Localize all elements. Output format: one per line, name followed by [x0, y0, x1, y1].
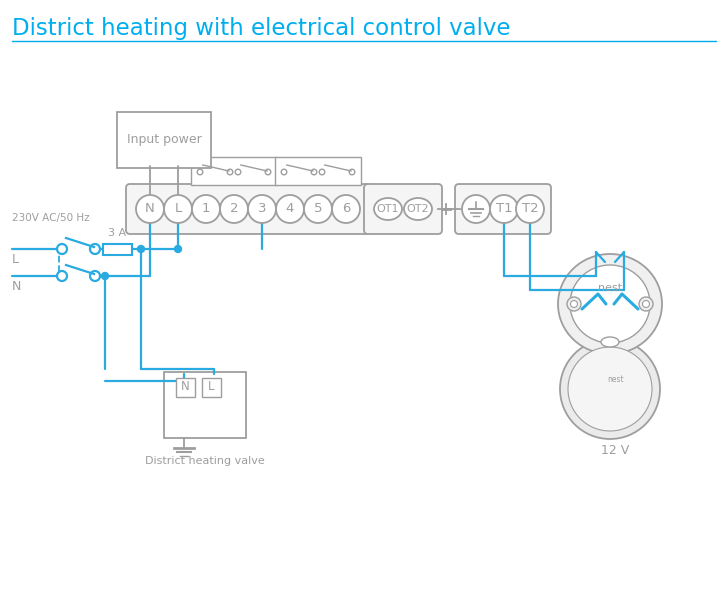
Circle shape	[560, 339, 660, 439]
FancyBboxPatch shape	[364, 184, 442, 234]
Circle shape	[57, 271, 67, 281]
Circle shape	[90, 271, 100, 281]
Circle shape	[490, 195, 518, 223]
Circle shape	[276, 195, 304, 223]
FancyBboxPatch shape	[175, 378, 194, 397]
Circle shape	[138, 245, 144, 252]
Text: 1: 1	[202, 203, 210, 216]
Circle shape	[136, 195, 164, 223]
Text: T2: T2	[522, 203, 538, 216]
Circle shape	[57, 244, 67, 254]
FancyBboxPatch shape	[455, 184, 551, 234]
Circle shape	[516, 195, 544, 223]
Circle shape	[311, 169, 317, 175]
FancyBboxPatch shape	[164, 372, 246, 438]
Ellipse shape	[374, 198, 402, 220]
Text: 12 V: 12 V	[601, 444, 629, 457]
Text: OT2: OT2	[407, 204, 430, 214]
Circle shape	[319, 169, 325, 175]
Text: nest: nest	[608, 374, 625, 384]
Ellipse shape	[404, 198, 432, 220]
Circle shape	[90, 244, 100, 254]
Circle shape	[281, 169, 287, 175]
FancyBboxPatch shape	[126, 184, 370, 234]
Circle shape	[332, 195, 360, 223]
Circle shape	[227, 169, 233, 175]
FancyBboxPatch shape	[202, 378, 221, 397]
Circle shape	[164, 195, 192, 223]
Text: 5: 5	[314, 203, 323, 216]
Circle shape	[567, 297, 581, 311]
Text: 230V AC/50 Hz: 230V AC/50 Hz	[12, 213, 90, 223]
Text: nest: nest	[598, 283, 622, 293]
FancyBboxPatch shape	[117, 112, 211, 168]
Circle shape	[462, 195, 490, 223]
Circle shape	[349, 169, 355, 175]
Text: 3: 3	[258, 203, 266, 216]
Circle shape	[197, 169, 203, 175]
Circle shape	[235, 169, 241, 175]
Circle shape	[568, 347, 652, 431]
Circle shape	[192, 195, 220, 223]
Text: N: N	[12, 280, 21, 293]
Circle shape	[248, 195, 276, 223]
Text: OT1: OT1	[377, 204, 399, 214]
Circle shape	[571, 301, 577, 308]
Circle shape	[639, 297, 653, 311]
Text: L: L	[207, 381, 214, 393]
Ellipse shape	[558, 254, 662, 354]
Circle shape	[175, 245, 181, 252]
Text: T1: T1	[496, 203, 513, 216]
Text: 3 A: 3 A	[108, 228, 126, 238]
Text: District heating valve: District heating valve	[145, 456, 265, 466]
Circle shape	[265, 169, 271, 175]
FancyBboxPatch shape	[275, 157, 361, 185]
Text: 4: 4	[286, 203, 294, 216]
Text: District heating with electrical control valve: District heating with electrical control…	[12, 17, 510, 40]
Text: Input power: Input power	[127, 134, 202, 147]
Circle shape	[220, 195, 248, 223]
Circle shape	[101, 273, 108, 280]
FancyBboxPatch shape	[191, 157, 277, 185]
Text: L: L	[175, 203, 181, 216]
Ellipse shape	[570, 265, 650, 343]
Text: N: N	[181, 381, 189, 393]
Ellipse shape	[601, 337, 619, 347]
Text: 6: 6	[342, 203, 350, 216]
Text: 2: 2	[230, 203, 238, 216]
Circle shape	[643, 301, 649, 308]
Text: N: N	[145, 203, 155, 216]
Circle shape	[304, 195, 332, 223]
Text: L: L	[12, 253, 19, 266]
FancyBboxPatch shape	[103, 244, 132, 254]
